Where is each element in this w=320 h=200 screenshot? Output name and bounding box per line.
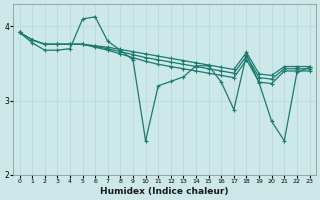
X-axis label: Humidex (Indice chaleur): Humidex (Indice chaleur)	[100, 187, 229, 196]
